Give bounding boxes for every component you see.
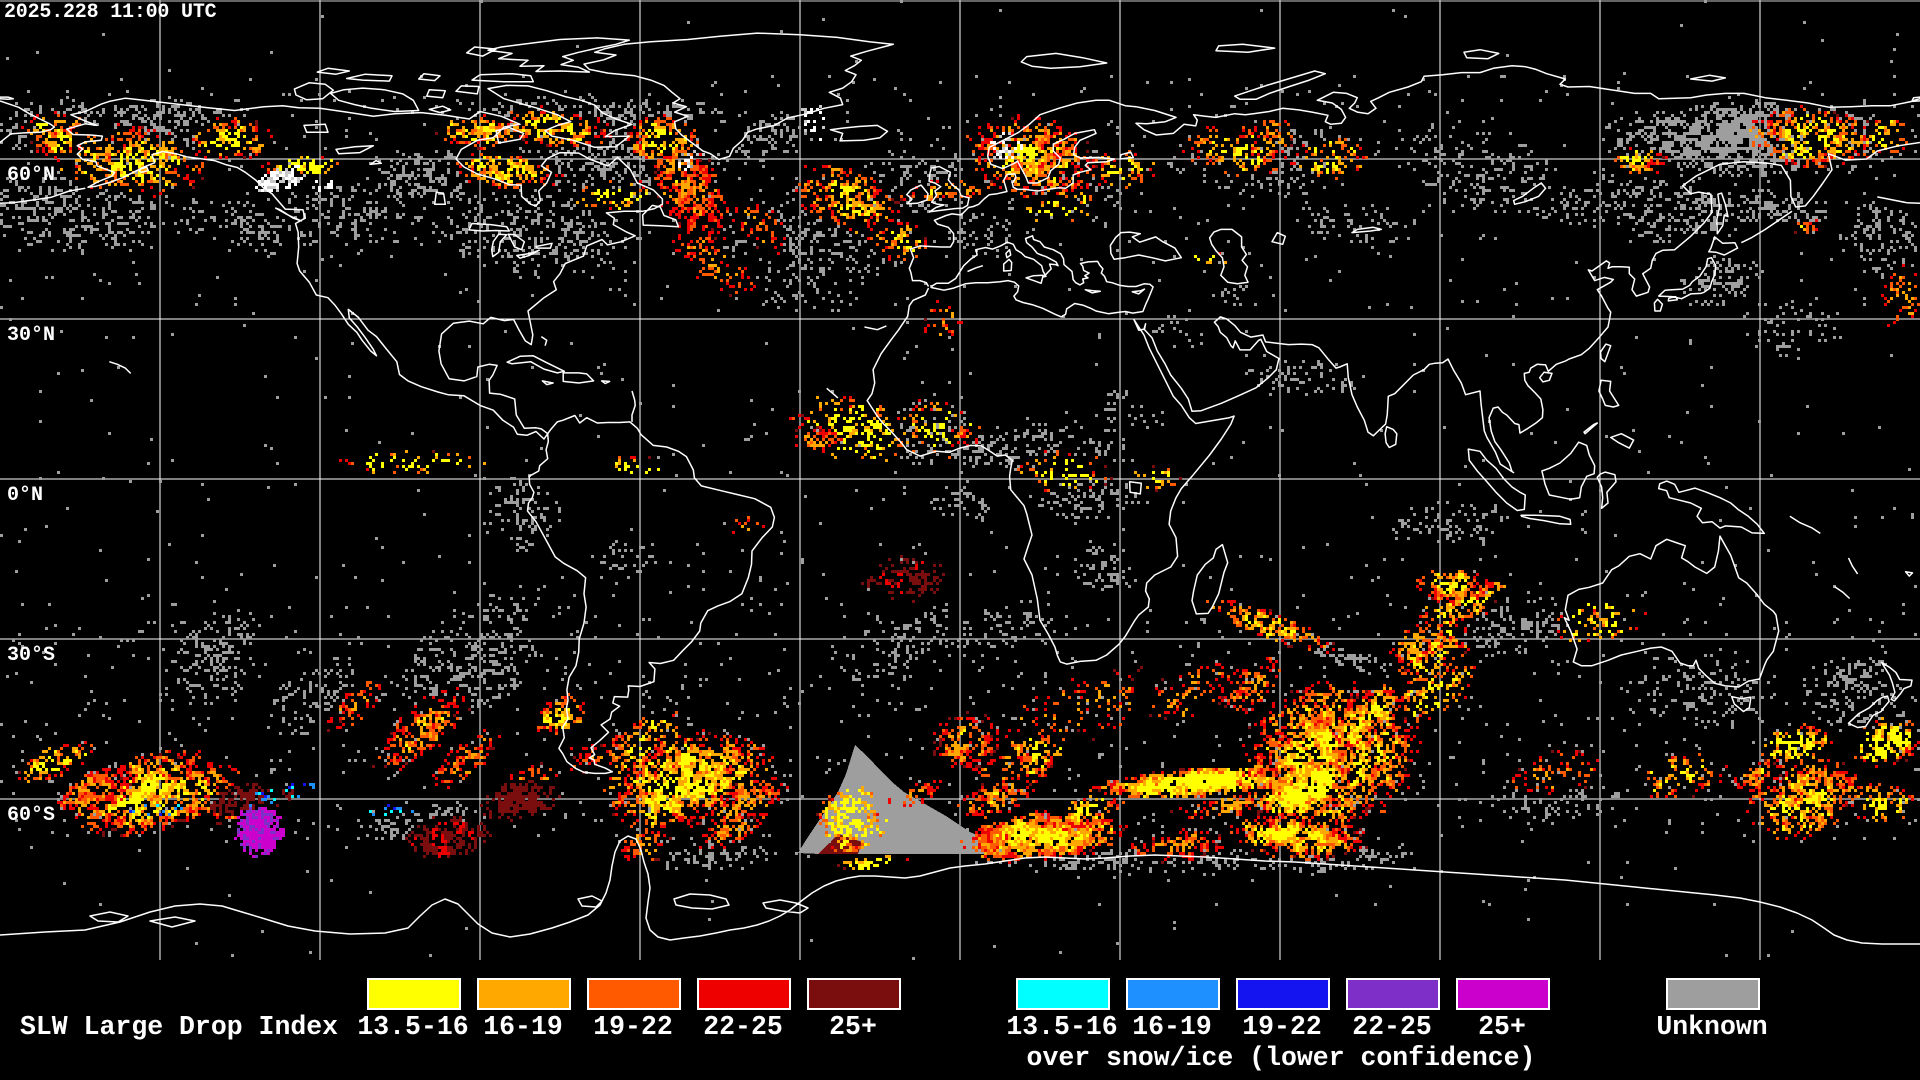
svg-text:over snow/ice (lower confidenc: over snow/ice (lower confidence) bbox=[1027, 1043, 1536, 1073]
svg-text:19-22: 19-22 bbox=[1242, 1012, 1322, 1042]
svg-text:19-22: 19-22 bbox=[593, 1012, 673, 1042]
svg-text:16-19: 16-19 bbox=[1132, 1012, 1212, 1042]
svg-text:30°N: 30°N bbox=[7, 324, 55, 347]
svg-text:13.5-16: 13.5-16 bbox=[357, 1012, 468, 1042]
svg-text:2025.228 11:00 UTC: 2025.228 11:00 UTC bbox=[4, 1, 217, 24]
svg-text:22-25: 22-25 bbox=[703, 1012, 783, 1042]
svg-text:25+: 25+ bbox=[829, 1012, 877, 1042]
svg-text:60°S: 60°S bbox=[7, 804, 55, 827]
svg-text:30°S: 30°S bbox=[7, 644, 55, 667]
svg-text:13.5-16: 13.5-16 bbox=[1006, 1012, 1117, 1042]
svg-text:16-19: 16-19 bbox=[483, 1012, 563, 1042]
svg-text:25+: 25+ bbox=[1478, 1012, 1526, 1042]
svg-text:60°N: 60°N bbox=[7, 164, 55, 187]
svg-text:22-25: 22-25 bbox=[1352, 1012, 1432, 1042]
svg-text:0°N: 0°N bbox=[7, 484, 43, 507]
svg-text:SLW Large Drop Index: SLW Large Drop Index bbox=[20, 1012, 338, 1042]
svg-text:Unknown: Unknown bbox=[1656, 1012, 1767, 1042]
